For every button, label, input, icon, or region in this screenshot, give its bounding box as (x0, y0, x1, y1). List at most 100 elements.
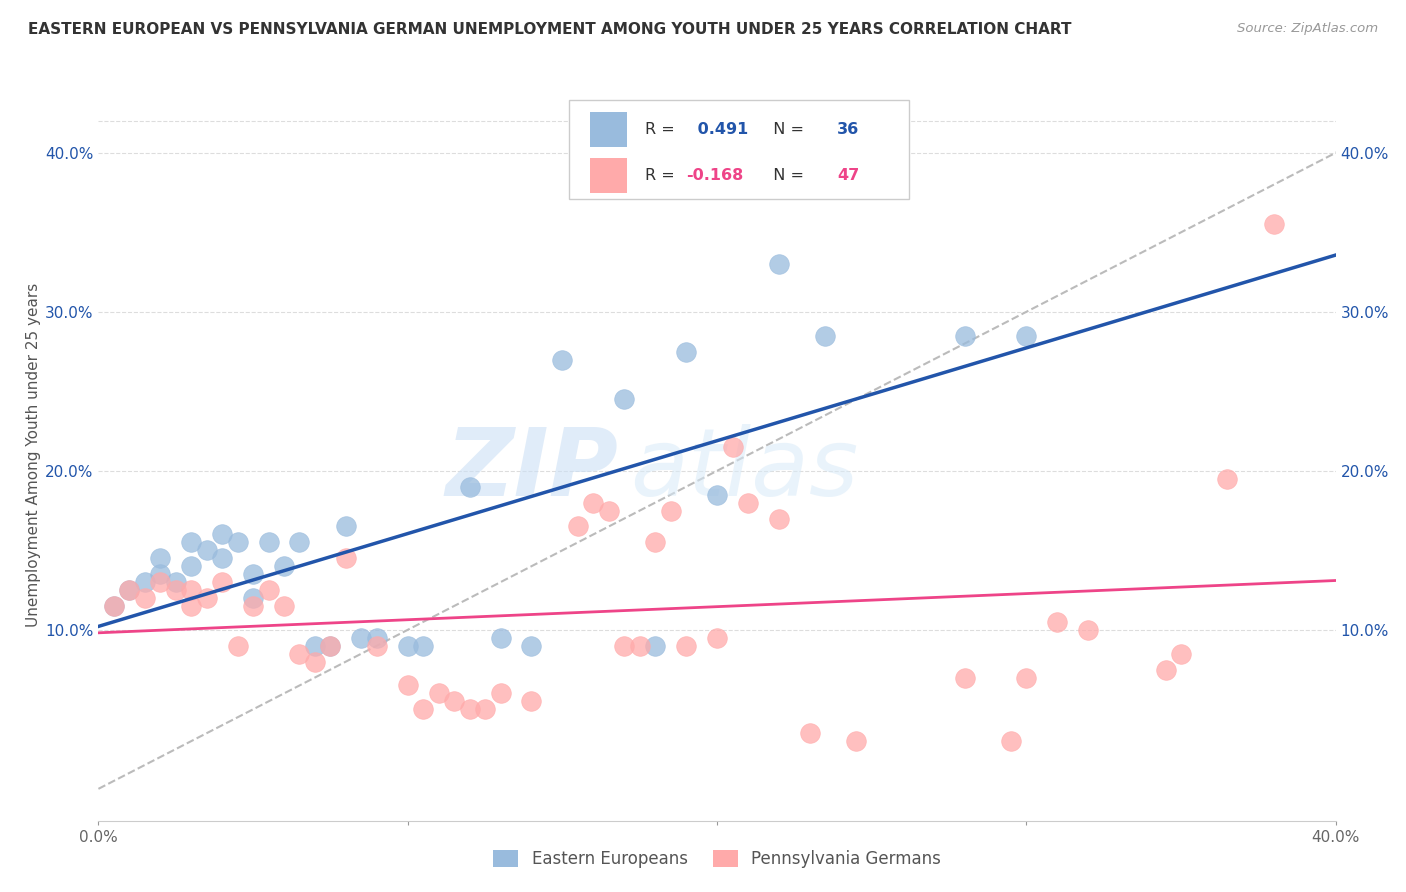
Point (1170, 647, 1192, 661)
Text: Source: ZipAtlas.com: Source: ZipAtlas.com (1237, 22, 1378, 36)
Point (1216, 472, 1239, 486)
Point (396, 678, 419, 692)
Point (180, 599, 202, 613)
Text: R =: R = (645, 122, 681, 137)
FancyBboxPatch shape (568, 100, 908, 199)
Point (396, 639, 419, 653)
Text: ZIP: ZIP (446, 424, 619, 516)
Point (273, 599, 295, 613)
Point (1000, 734, 1022, 748)
Point (582, 495, 605, 509)
Point (474, 702, 496, 716)
Point (768, 511, 790, 525)
Point (319, 639, 342, 653)
Point (149, 551, 172, 566)
Point (799, 726, 821, 740)
Point (335, 519, 357, 533)
Point (103, 599, 125, 613)
Point (721, 440, 744, 454)
Y-axis label: Unemployment Among Youth under 25 years: Unemployment Among Youth under 25 years (27, 283, 41, 627)
Point (458, 480, 481, 494)
Text: R =: R = (645, 168, 681, 183)
Point (628, 639, 651, 653)
Point (180, 559, 202, 574)
Point (180, 583, 202, 598)
Point (644, 535, 666, 549)
Point (613, 639, 636, 653)
Point (149, 575, 172, 590)
Text: 36: 36 (837, 122, 859, 137)
Point (458, 702, 481, 716)
Point (814, 328, 837, 343)
Point (165, 583, 187, 598)
Point (242, 599, 264, 613)
Point (427, 686, 450, 700)
Point (242, 567, 264, 582)
Point (211, 527, 233, 541)
Point (613, 392, 636, 407)
Point (195, 591, 218, 605)
Text: 0.491: 0.491 (692, 122, 748, 137)
Point (706, 631, 728, 645)
Point (304, 639, 326, 653)
Point (1015, 671, 1038, 685)
Point (366, 639, 388, 653)
Point (598, 503, 620, 517)
Point (211, 551, 233, 566)
Text: atlas: atlas (630, 424, 859, 515)
Point (489, 631, 512, 645)
Point (953, 671, 976, 685)
Point (226, 535, 249, 549)
Point (520, 639, 543, 653)
Point (489, 686, 512, 700)
Point (273, 559, 295, 574)
Point (567, 519, 589, 533)
Point (412, 639, 434, 653)
Point (165, 575, 187, 590)
Bar (589, 112, 627, 147)
Point (134, 575, 156, 590)
Point (443, 694, 465, 708)
Point (706, 488, 728, 502)
Point (180, 535, 202, 549)
Point (335, 551, 357, 566)
Point (845, 734, 868, 748)
Point (350, 631, 373, 645)
Text: N =: N = (763, 122, 808, 137)
Point (149, 567, 172, 582)
Point (1046, 615, 1069, 629)
Text: -0.168: -0.168 (686, 168, 744, 183)
Point (1077, 623, 1099, 637)
Text: EASTERN EUROPEAN VS PENNSYLVANIA GERMAN UNEMPLOYMENT AMONG YOUTH UNDER 25 YEARS : EASTERN EUROPEAN VS PENNSYLVANIA GERMAN … (28, 22, 1071, 37)
Point (412, 702, 434, 716)
Point (520, 694, 543, 708)
Point (195, 543, 218, 558)
Point (1154, 663, 1177, 677)
Point (288, 535, 311, 549)
Point (1263, 218, 1285, 232)
Point (737, 495, 759, 509)
Bar (589, 158, 627, 193)
Point (103, 599, 125, 613)
Point (659, 503, 682, 517)
Point (257, 583, 280, 598)
Text: 47: 47 (837, 168, 859, 183)
Point (675, 344, 697, 359)
Point (211, 575, 233, 590)
Point (953, 328, 976, 343)
Point (644, 639, 666, 653)
Text: N =: N = (763, 168, 808, 183)
Point (675, 639, 697, 653)
Point (319, 639, 342, 653)
Point (226, 639, 249, 653)
Point (1015, 328, 1038, 343)
Legend: Eastern Europeans, Pennsylvania Germans: Eastern Europeans, Pennsylvania Germans (486, 843, 948, 874)
Point (366, 631, 388, 645)
Point (118, 583, 141, 598)
Point (257, 535, 280, 549)
Point (768, 257, 790, 271)
Point (134, 591, 156, 605)
Point (242, 591, 264, 605)
Point (551, 352, 574, 367)
Point (304, 655, 326, 669)
